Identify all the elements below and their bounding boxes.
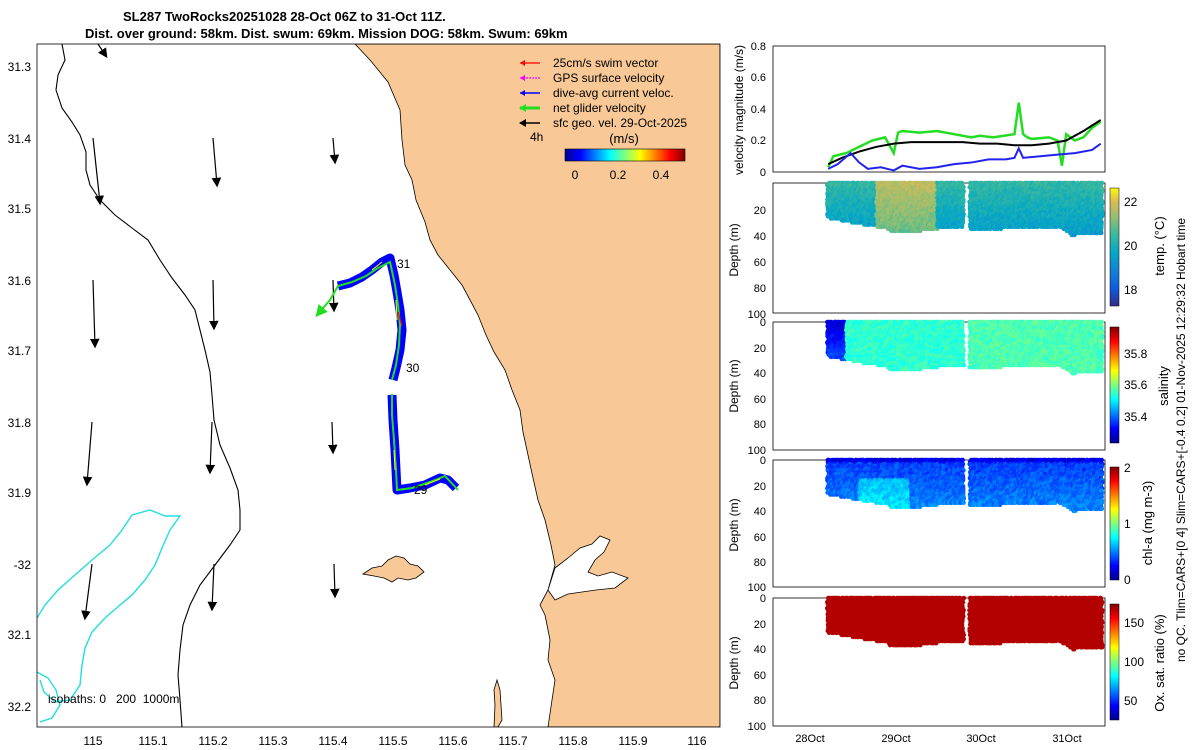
map-y-tick: 31.7 <box>8 344 32 358</box>
map-y-tick: 31.6 <box>8 274 32 288</box>
legend-label: dive-avg current veloc. <box>553 86 674 100</box>
legend-item-gps: GPS surface velocity <box>520 71 664 85</box>
velocity-y-ticks: 0 0.2 0.4 0.6 0.8 <box>751 41 766 179</box>
map-y-tick: 31.3 <box>8 60 32 74</box>
plot-title-line1: SL287 TwoRocks20251028 28-Oct 06Z to 31-… <box>123 9 446 24</box>
legend-item-net: net glider velocity <box>519 101 646 115</box>
temp-ylabel: Depth (m) <box>727 223 741 276</box>
velocity-series-net-glider-velocity <box>827 102 1102 168</box>
map-x-tick: 115.6 <box>438 734 467 748</box>
map-x-ticks: 115 115.1 115.2 115.3 115.4 115.5 115.6 … <box>83 734 706 748</box>
map-y-tick: 31.4 <box>8 132 32 146</box>
land-estuary <box>547 535 629 601</box>
temp-y-tick: 60 <box>754 257 766 269</box>
speed-colorbar <box>564 148 686 162</box>
temp-y-tick: 20 <box>754 205 766 217</box>
temp-cbar-label: temp. (°C) <box>1152 216 1167 275</box>
map-x-tick: 115.4 <box>318 734 347 748</box>
map-x-tick: 115.5 <box>378 734 407 748</box>
temp-y-tick: 40 <box>754 231 766 243</box>
temp-cbar-tick: 18 <box>1124 283 1138 297</box>
salinity-panel: Depth (m) 0 20 40 60 80 100 35.4 35.6 35… <box>727 317 1171 457</box>
map-y-tick: 32.2 <box>8 700 32 714</box>
velocity-y-tick: 0.2 <box>751 135 766 147</box>
legend-label: GPS surface velocity <box>553 71 664 85</box>
section-sample-dot <box>961 362 967 368</box>
section-sample-dot <box>1098 230 1104 236</box>
section-panels: Depth (m) 20 40 60 80 100 18 20 22 temp.… <box>727 180 1171 745</box>
colorbar-tick: 0 <box>572 168 579 182</box>
velocity-y-tick: 0.4 <box>751 104 766 116</box>
isobath-1000m <box>37 509 182 703</box>
isobath-200m <box>55 44 241 727</box>
map-y-tick: -32 <box>14 558 32 572</box>
map-y-tick: 31.9 <box>8 486 32 500</box>
map-y-tick: 32.1 <box>8 628 32 642</box>
day-label-30: 30 <box>406 361 420 375</box>
colorbar-tick: 0.2 <box>610 168 627 182</box>
temp-cbar-tick: 22 <box>1124 195 1138 209</box>
map-panel: 31 30 29 115 115.1 115.2 115.3 115.4 115… <box>8 43 721 748</box>
map-x-tick: 115.8 <box>558 734 587 748</box>
garden-island <box>493 678 503 727</box>
temp-y-tick: 80 <box>754 283 766 295</box>
legend-item-sfc: sfc geo. vel. 29-Oct-2025 <box>519 116 687 130</box>
legend-label: sfc geo. vel. 29-Oct-2025 <box>553 116 687 130</box>
map-x-tick: 116 <box>687 734 706 748</box>
temp-panel: Depth (m) 20 40 60 80 100 18 20 22 temp.… <box>727 180 1167 321</box>
map-legend: 25cm/s swim vector GPS surface velocity … <box>519 56 687 182</box>
legend-item-dive: dive-avg current veloc. <box>520 86 674 100</box>
velocity-ylabel: velocity magnitude (m/s) <box>732 45 746 175</box>
gps-surface-velocity-marks <box>371 261 441 486</box>
isobath-1000m-west <box>37 671 61 723</box>
velocity-series-dive-avg-current-veloc- <box>827 142 1102 172</box>
isobaths-label: isobaths: 0 200 1000m <box>48 692 179 706</box>
section-sample-dot <box>959 224 965 229</box>
map-x-tick: 115.9 <box>618 734 647 748</box>
velocity-y-tick: 0 <box>760 167 766 179</box>
map-x-tick: 115.1 <box>138 734 167 748</box>
land-mainland <box>354 44 720 727</box>
velocity-panel: velocity magnitude (m/s) 0 0.2 0.4 0.6 0… <box>732 41 1106 179</box>
day-label-31: 31 <box>397 257 411 271</box>
map-y-ticks: 31.3 31.4 31.5 31.6 31.7 31.8 31.9 -32 3… <box>8 60 32 714</box>
colorbar-tick: 0.4 <box>653 168 670 182</box>
map-x-tick: 115.7 <box>498 734 527 748</box>
glider-track: 31 30 29 <box>318 253 460 497</box>
map-x-tick: 115.2 <box>198 734 227 748</box>
legend-label: 25cm/s swim vector <box>553 56 658 70</box>
plot-title-line2: Dist. over ground: 58km. Dist. swum: 69k… <box>85 26 568 41</box>
swim-vector-marks <box>397 311 403 327</box>
legend-item-swim: 25cm/s swim vector <box>520 56 658 70</box>
velocity-y-tick: 0.6 <box>751 72 766 84</box>
sfc-geo-velocity-arrows <box>81 43 340 621</box>
net-glider-velocity-track <box>318 260 459 492</box>
velocity-series-sfc-geo-vel- <box>827 119 1102 166</box>
day-label-29: 29 <box>414 483 428 497</box>
scale-label-4h: 4h <box>530 130 543 144</box>
temp-cbar-tick: 20 <box>1124 239 1138 253</box>
map-y-tick: 31.8 <box>8 416 32 430</box>
colorbar-units: (m/s) <box>609 131 639 146</box>
rottnest-island <box>361 555 425 583</box>
section-sample-dot <box>866 222 872 227</box>
map-y-tick: 31.5 <box>8 202 32 216</box>
map-x-tick: 115.3 <box>258 734 287 748</box>
velocity-y-tick: 0.8 <box>751 41 766 53</box>
legend-label: net glider velocity <box>553 101 646 115</box>
temp-colorbar <box>1109 187 1120 307</box>
map-x-tick: 115 <box>83 734 102 748</box>
